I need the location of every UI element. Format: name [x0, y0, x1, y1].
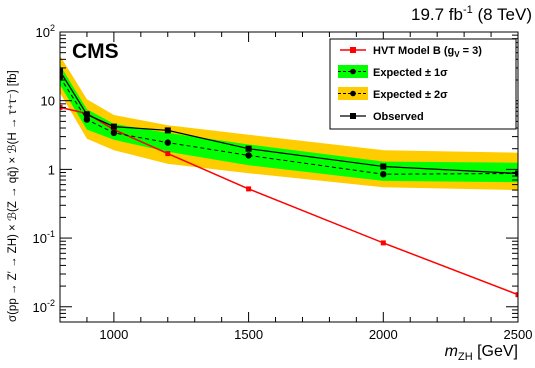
- legend-2sigma-label: Expected ± 2σ: [373, 89, 448, 101]
- legend-entry-hvt: HVT Model B (gV = 3): [340, 45, 482, 59]
- legend-observed-marker: [350, 113, 356, 119]
- observed-point: [245, 145, 252, 152]
- legend-1sigma-label: Expected ± 1σ: [373, 67, 448, 79]
- y-tick-label: 102: [36, 23, 55, 40]
- expected-point: [245, 152, 252, 159]
- x-tick-label: 2000: [369, 327, 398, 342]
- y-tick-label: 10-2: [33, 298, 55, 315]
- observed-point: [515, 170, 518, 177]
- y-axis-title: σ(pp → Z′ → ZH) × ℬ(Z → qq̄) × ℬ(H → τ⁺τ…: [6, 70, 19, 322]
- hvt-point: [165, 151, 171, 157]
- luminosity-label: 19.7 fb-1 (8 TeV): [411, 4, 532, 24]
- observed-point: [110, 123, 117, 130]
- observed-point: [60, 68, 63, 75]
- expected-series: [60, 74, 518, 178]
- observed-series: [60, 68, 518, 177]
- x-tick-label: 2500: [504, 327, 533, 342]
- legend: HVT Model B (gV = 3) Expected ± 1σ Expec…: [329, 38, 517, 130]
- observed-point: [83, 111, 90, 118]
- hvt-point: [380, 240, 386, 246]
- expected-point: [380, 171, 387, 178]
- legend-hvt-label: HVT Model B (gV = 3): [373, 45, 482, 59]
- y-tick-label: 10: [41, 94, 55, 109]
- legend-2sigma-marker: [350, 90, 356, 97]
- hvt-point: [515, 292, 518, 298]
- legend-box: [329, 38, 517, 130]
- legend-entry-expected-1sigma: Expected ± 1σ: [338, 65, 448, 79]
- axis-tick-labels: 1000 1500 2000 2500 10-2 10-1 1 10 102: [33, 23, 533, 342]
- hvt-point: [246, 186, 252, 192]
- legend-entry-expected-2sigma: Expected ± 2σ: [338, 87, 448, 101]
- y-tick-label: 1: [48, 162, 55, 177]
- legend-1sigma-marker: [350, 68, 356, 75]
- x-tick-label: 1000: [99, 327, 128, 342]
- expected-1sigma-band: [60, 65, 518, 183]
- legend-hvt-marker: [350, 47, 356, 53]
- x-axis-title: mZH [GeV]: [445, 343, 518, 363]
- plot-frame: [59, 31, 519, 323]
- legend-entry-observed: Observed: [340, 111, 424, 123]
- expected-point: [164, 139, 171, 146]
- observed-point: [380, 163, 387, 170]
- y-tick-label: 10-1: [33, 229, 55, 246]
- experiment-label: CMS: [72, 40, 119, 63]
- legend-observed-label: Observed: [373, 111, 424, 123]
- expected-point: [83, 116, 91, 123]
- expected-1sigma-area: [60, 65, 518, 183]
- expected-point: [110, 129, 118, 137]
- observed-point: [164, 127, 171, 134]
- axis-ticks: [59, 32, 519, 323]
- x-tick-label: 1500: [234, 327, 263, 342]
